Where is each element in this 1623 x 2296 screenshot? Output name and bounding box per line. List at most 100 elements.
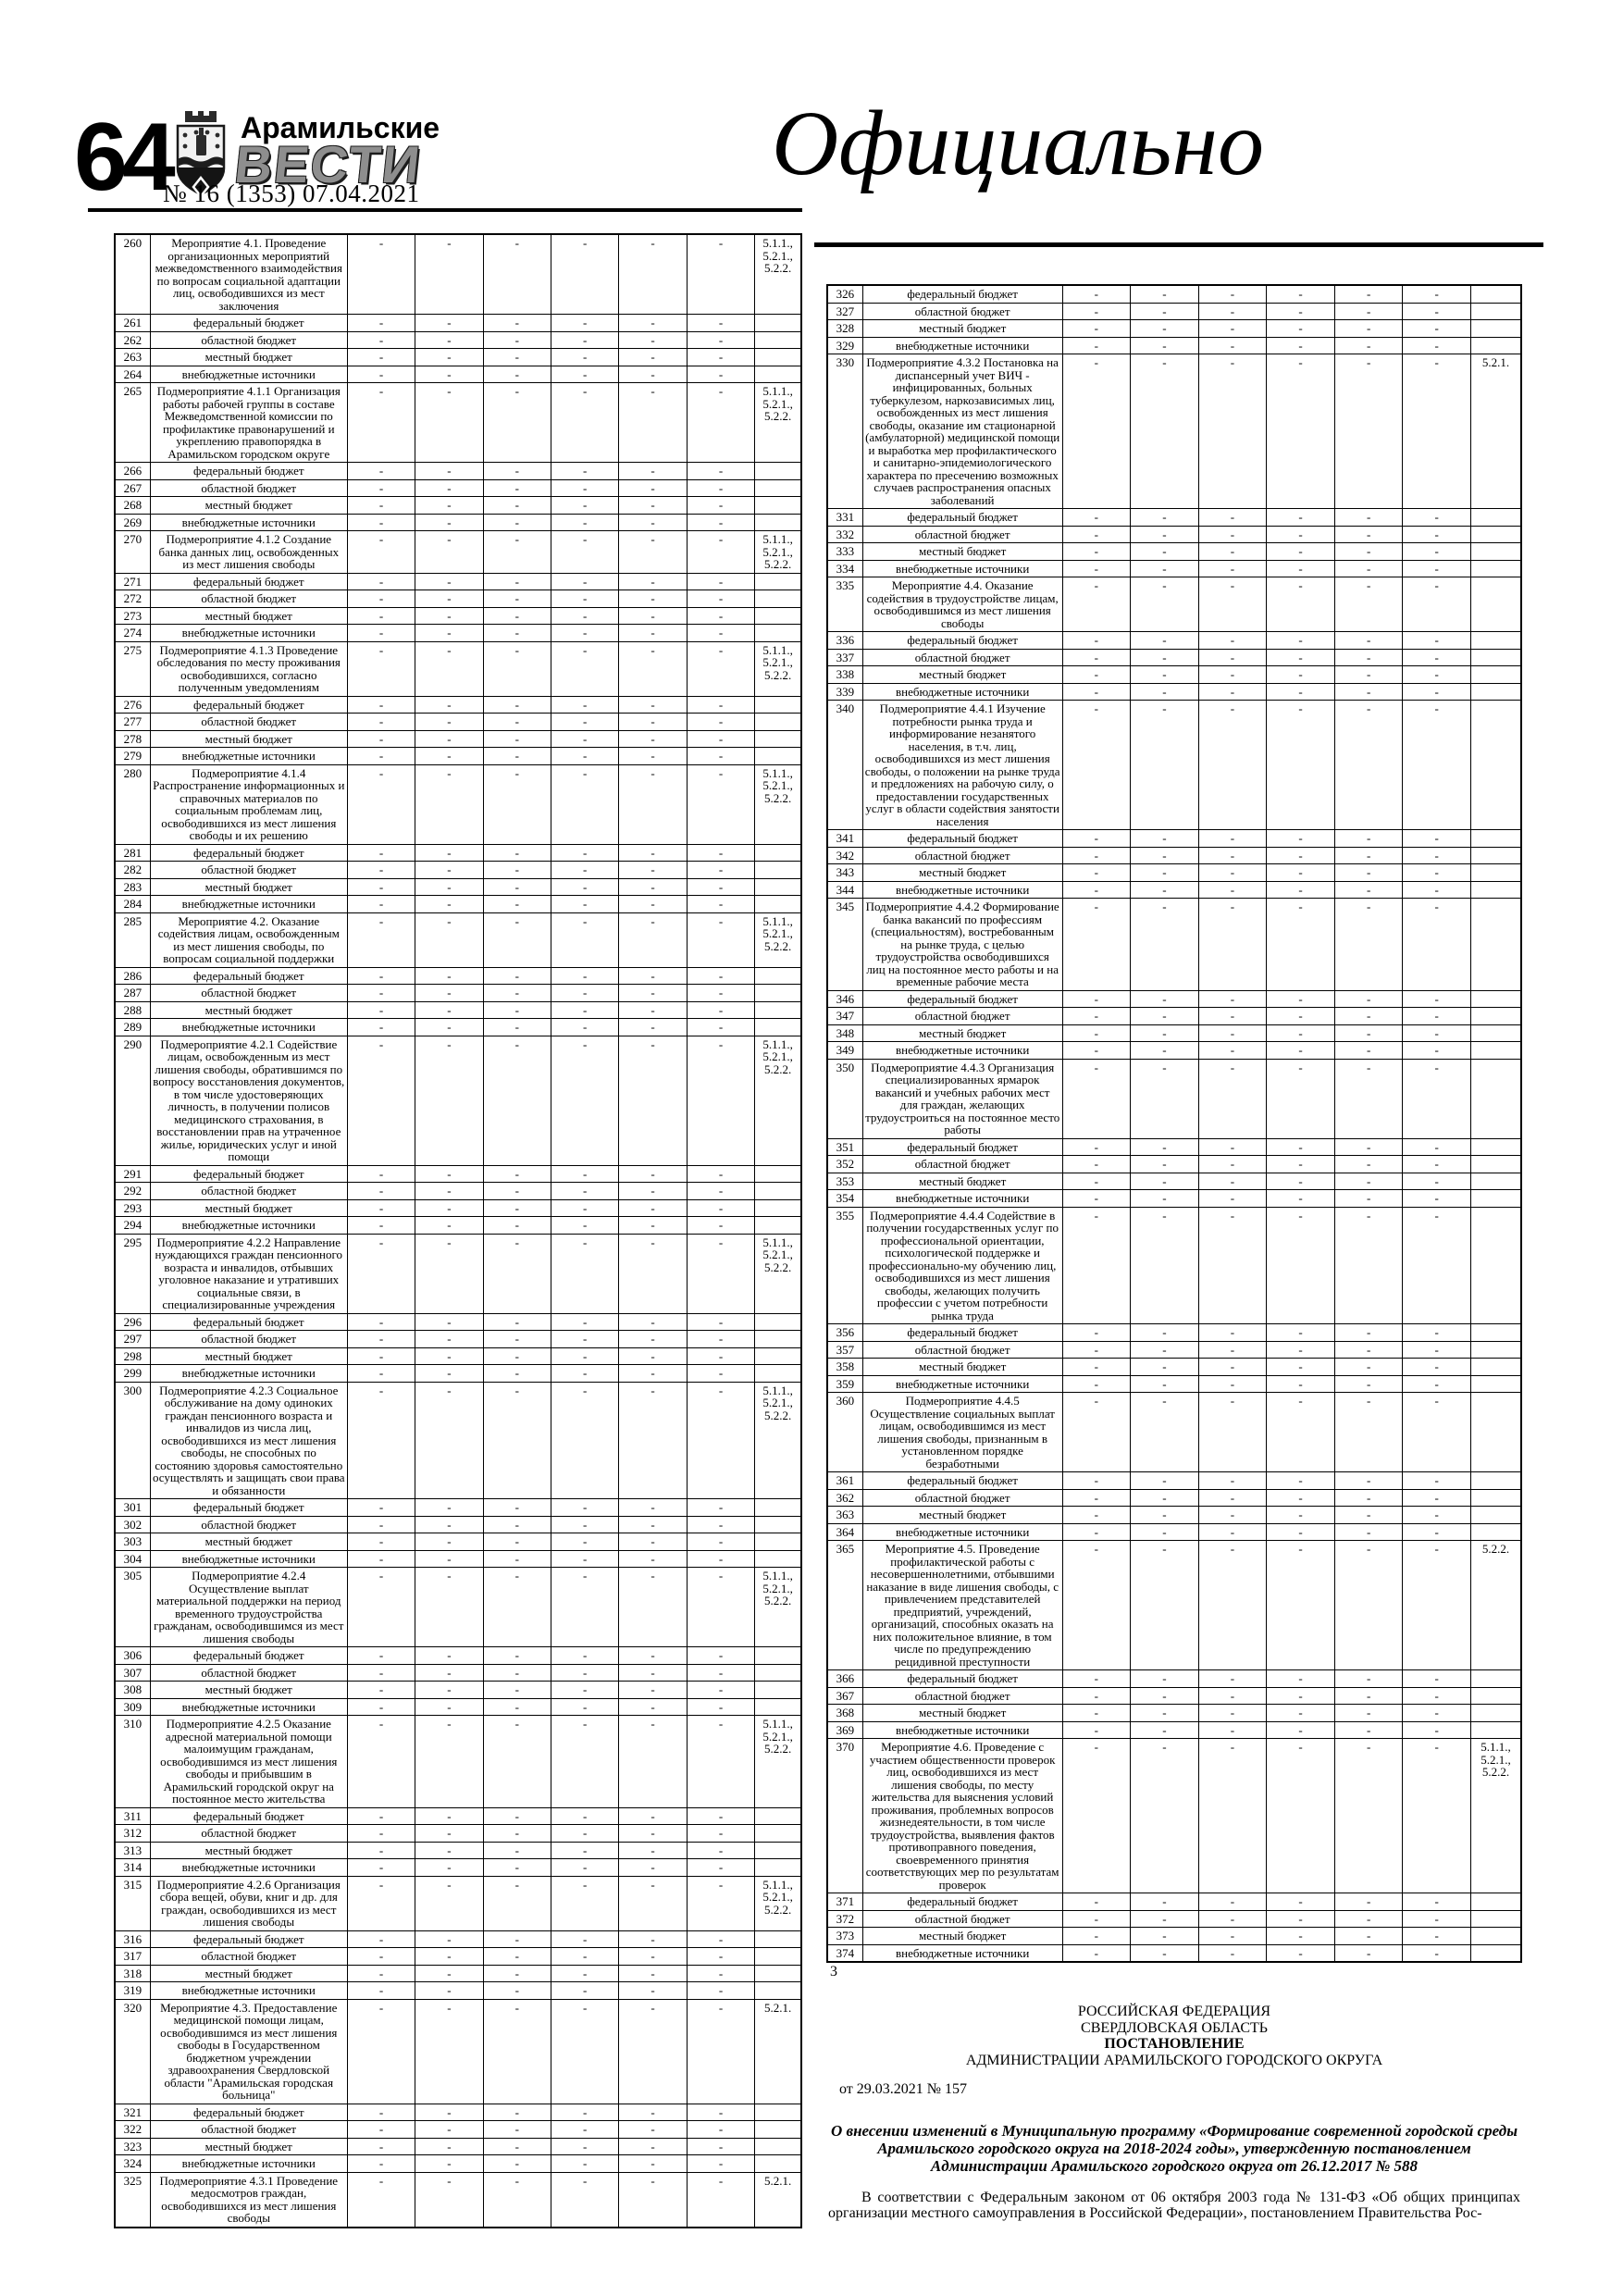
amount-cell: - [482, 984, 552, 1002]
amount-cell: - [415, 1233, 484, 1314]
row-number: 311 [114, 1806, 151, 1825]
amount-cell: - [618, 1515, 688, 1533]
row-description: областной бюджет [861, 1686, 1063, 1705]
amount-cell: - [551, 1164, 620, 1183]
amount-cell: - [482, 1364, 552, 1383]
amount-cell: - [482, 1515, 552, 1533]
indicator-cell [1469, 1340, 1522, 1359]
amount-cell: - [618, 1364, 688, 1383]
amount-cell: - [1061, 829, 1132, 848]
indicator-cell [754, 1646, 802, 1665]
row-number: 302 [114, 1515, 151, 1533]
amount-cell: - [618, 984, 688, 1002]
row-number: 333 [826, 542, 863, 561]
amount-cell: - [1197, 1909, 1268, 1928]
amount-cell: - [551, 2137, 620, 2155]
amount-cell: - [482, 1182, 552, 1200]
indicator-cell [754, 1930, 802, 1948]
indicator-cell [754, 1964, 802, 1982]
amount-cell: - [686, 1663, 756, 1682]
amount-cell: - [1061, 648, 1132, 666]
row-description: Подмероприятие 4.1.4 Распространение инф… [149, 763, 348, 845]
amount-cell: - [618, 877, 688, 896]
row-description: местный бюджет [861, 1704, 1063, 1722]
amount-cell: - [482, 877, 552, 896]
row-number: 306 [114, 1646, 151, 1665]
row-number: 307 [114, 1663, 151, 1682]
amount-cell: - [551, 984, 620, 1002]
amount-cell: - [415, 1930, 484, 1948]
amount-cell: - [1402, 1540, 1471, 1670]
amount-cell: - [618, 233, 688, 315]
amount-cell: - [482, 233, 552, 315]
amount-cell: - [551, 1663, 620, 1682]
amount-cell: - [1333, 1686, 1404, 1705]
amount-cell: - [1130, 1909, 1199, 1928]
row-description: областной бюджет [149, 478, 348, 497]
row-number: 273 [114, 606, 151, 625]
amount-cell: - [618, 640, 688, 697]
header-rule-right [814, 242, 1543, 247]
row-number: 344 [826, 880, 863, 899]
row-number: 277 [114, 713, 151, 731]
amount-cell: - [1266, 1374, 1335, 1393]
amount-cell: - [1197, 1943, 1268, 1963]
amount-cell: - [1197, 319, 1268, 338]
amount-cell: - [1130, 1488, 1199, 1507]
amount-cell: - [1061, 1374, 1132, 1393]
amount-cell: - [1197, 631, 1268, 650]
amount-cell: - [1130, 648, 1199, 666]
row-number: 309 [114, 1697, 151, 1716]
amount-cell: - [482, 1998, 552, 2104]
amount-cell: - [482, 861, 552, 879]
row-description: Мероприятие 4.3. Предоставление медицинс… [149, 1998, 348, 2104]
amount-cell: - [686, 843, 756, 862]
amount-cell: - [618, 624, 688, 642]
table-row: 307 областной бюджет - - - - - - [114, 1663, 802, 1682]
amount-cell: - [1402, 1323, 1471, 1342]
amount-cell: - [551, 1018, 620, 1036]
indicator-cell [754, 895, 802, 913]
amount-cell: - [415, 462, 484, 480]
table-row: 293 местный бюджет - - - - - - [114, 1198, 802, 1217]
table-row: 262 областной бюджет - - - - - - [114, 330, 802, 349]
amount-cell: - [346, 1964, 416, 1982]
amount-cell: - [1266, 682, 1335, 701]
row-description: федеральный бюджет [861, 284, 1063, 304]
row-number: 328 [826, 319, 863, 338]
amount-cell: - [1061, 1704, 1132, 1722]
row-description: местный бюджет [149, 496, 348, 515]
row-number: 318 [114, 1964, 151, 1982]
amount-cell: - [415, 1697, 484, 1716]
amount-cell: - [415, 624, 484, 642]
row-number: 303 [114, 1533, 151, 1551]
table-row: 330 Подмероприятие 4.3.2 Постановка на ди… [826, 354, 1522, 509]
amount-cell: - [1197, 1189, 1268, 1208]
amount-cell: - [346, 1549, 416, 1568]
amount-cell: - [1130, 880, 1199, 899]
row-number: 263 [114, 348, 151, 366]
indicator-cell [754, 1347, 802, 1365]
table-row: 282 областной бюджет - - - - - - [114, 861, 802, 879]
amount-cell: - [415, 590, 484, 608]
amount-cell: - [1402, 1909, 1471, 1928]
amount-cell: - [1266, 1024, 1335, 1042]
amount-cell: - [1130, 846, 1199, 864]
row-number: 329 [826, 336, 863, 354]
amount-cell: - [415, 861, 484, 879]
amount-cell: - [551, 513, 620, 531]
amount-cell: - [1197, 1488, 1268, 1507]
amount-cell: - [618, 1233, 688, 1314]
amount-cell: - [415, 763, 484, 845]
amount-cell: - [618, 1998, 688, 2104]
amount-cell: - [482, 530, 552, 574]
amount-cell: - [1266, 1669, 1335, 1688]
amount-cell: - [618, 530, 688, 574]
indicator-cell [1469, 525, 1522, 543]
amount-cell: - [1197, 559, 1268, 577]
amount-cell: - [686, 513, 756, 531]
row-number: 271 [114, 572, 151, 590]
amount-cell: - [346, 1930, 416, 1948]
amount-cell: - [1130, 863, 1199, 882]
